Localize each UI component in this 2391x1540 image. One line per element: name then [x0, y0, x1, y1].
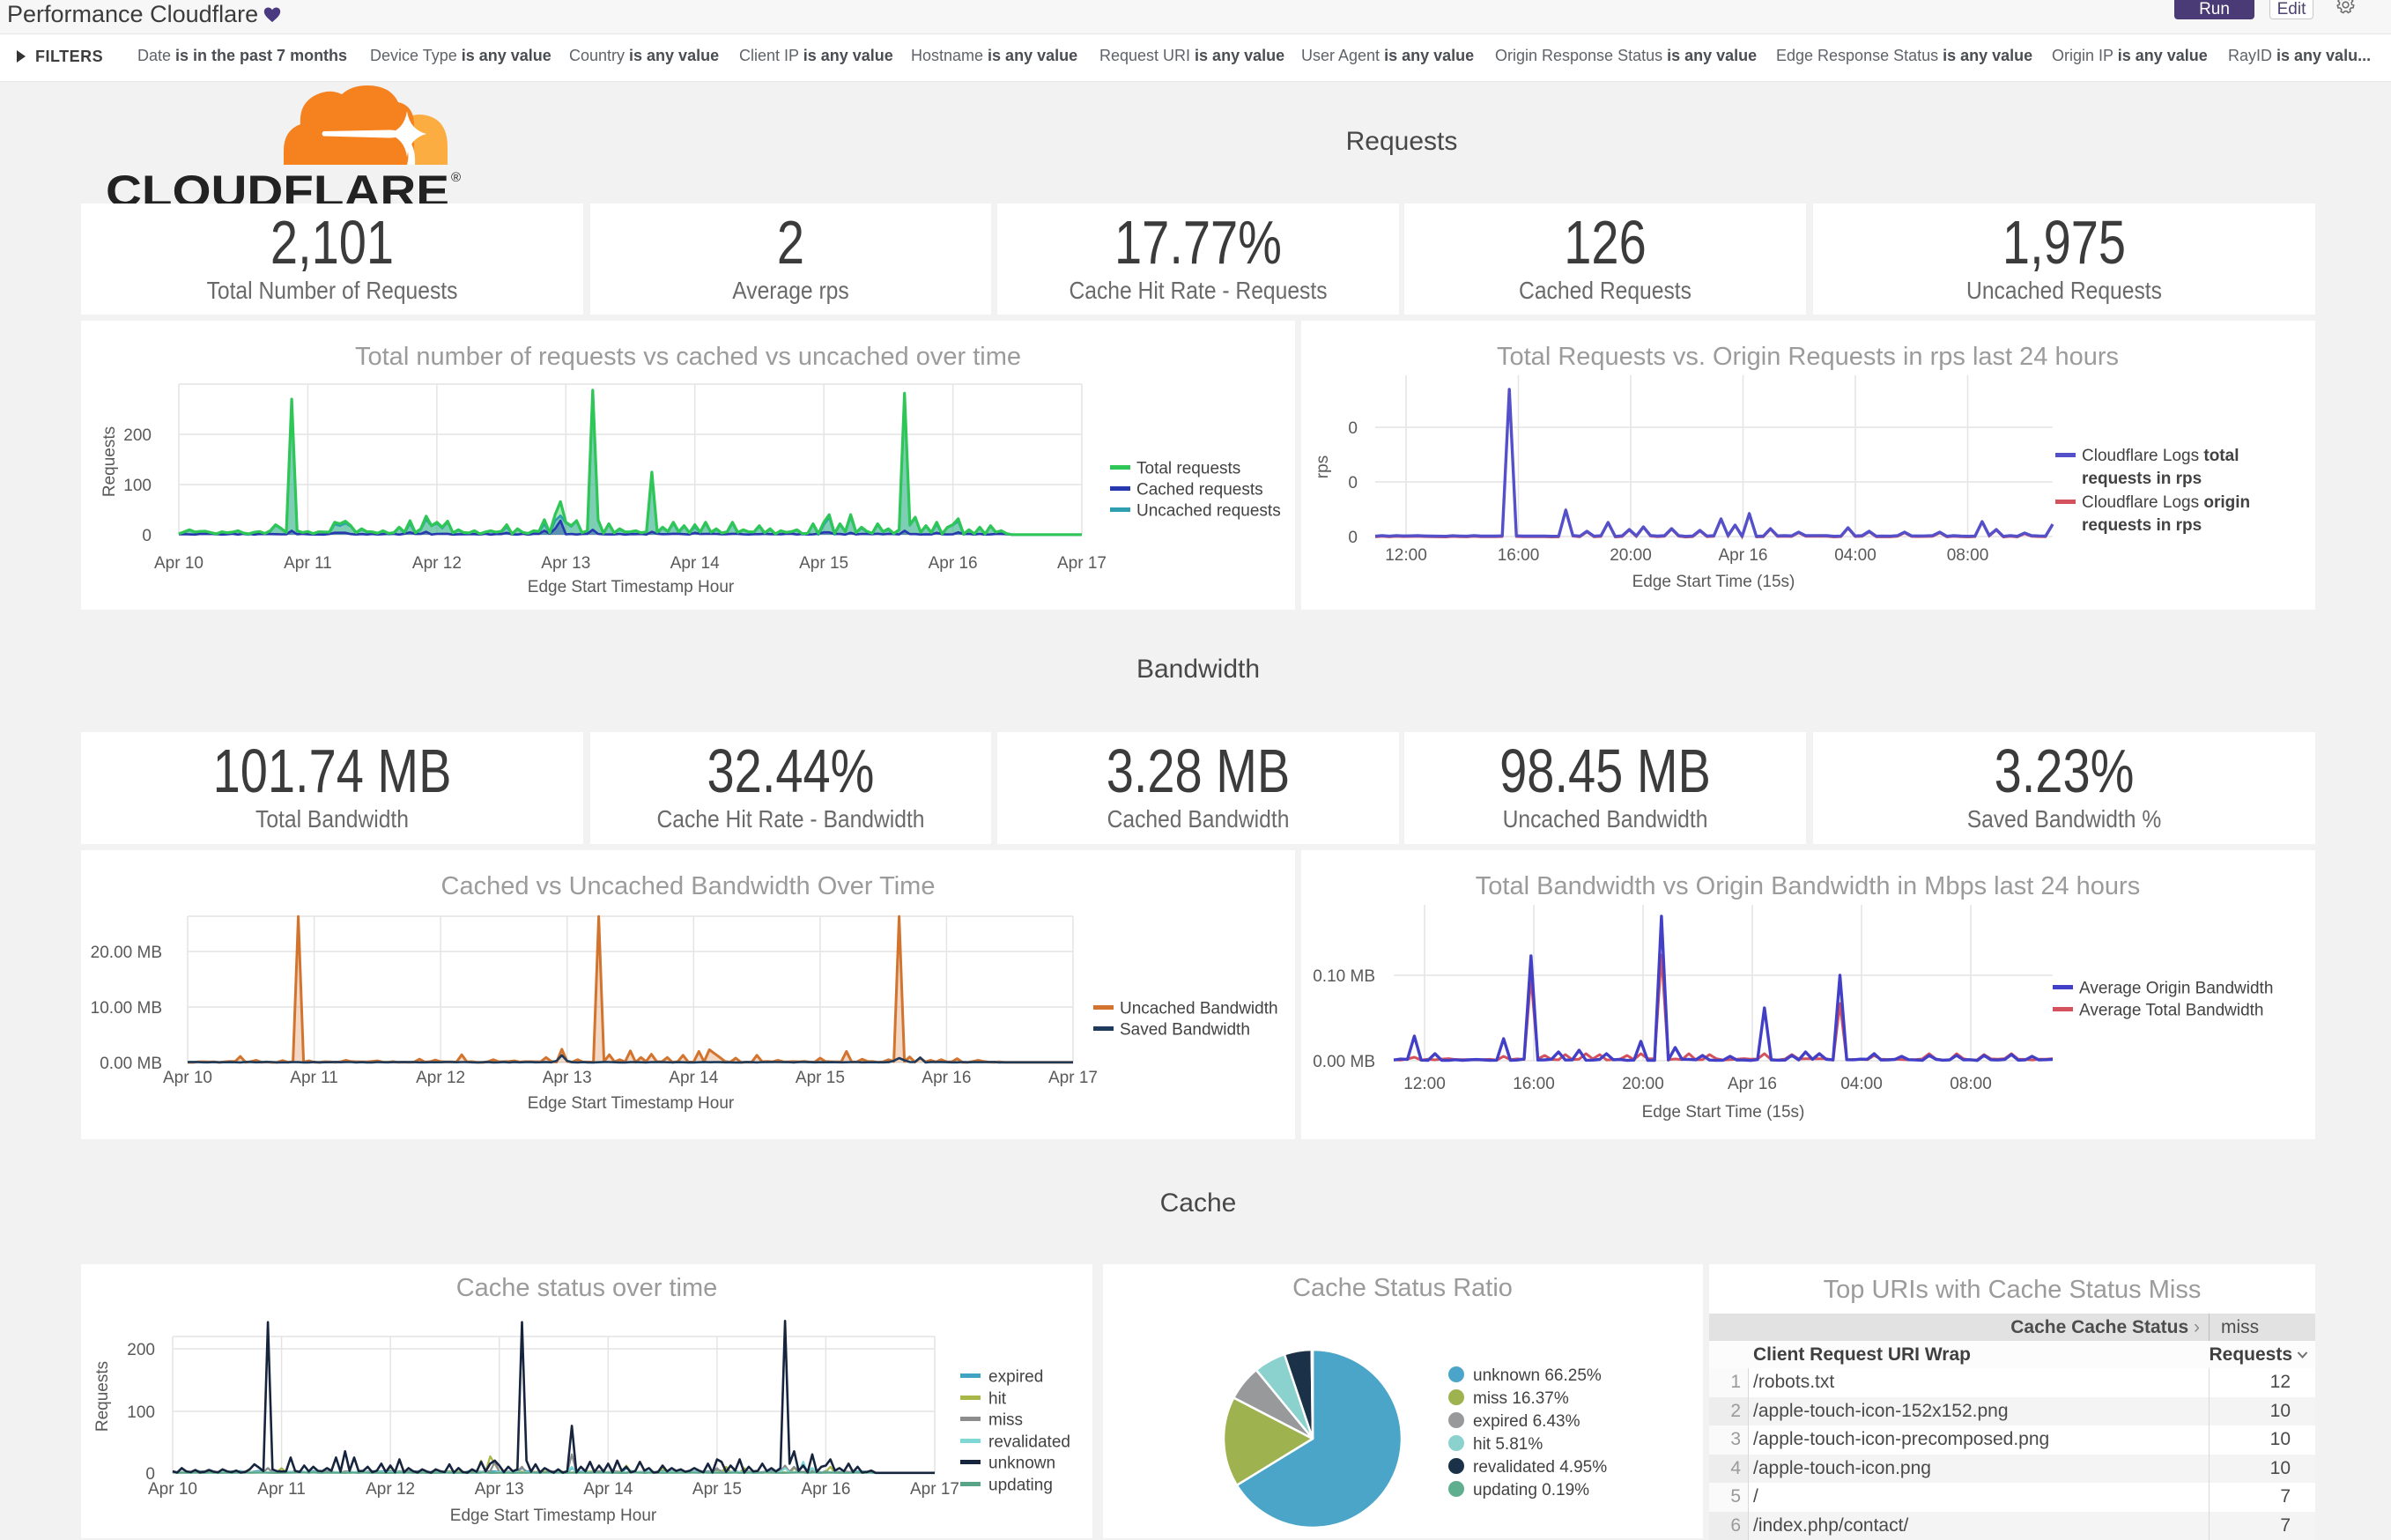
svg-text:Apr 16: Apr 16	[929, 554, 978, 573]
svg-text:Edge Start Timestamp Hour: Edge Start Timestamp Hour	[528, 1094, 735, 1113]
svg-text:Edge Start Time (15s): Edge Start Time (15s)	[1632, 573, 1795, 591]
svg-text:Total number of requests vs ca: Total number of requests vs cached vs un…	[355, 343, 1021, 371]
svg-text:12:00: 12:00	[1385, 546, 1427, 565]
svg-text:Total Requests vs. Origin Requ: Total Requests vs. Origin Requests in rp…	[1497, 343, 2119, 371]
svg-text:200: 200	[123, 426, 152, 445]
svg-text:Total requests: Total requests	[1136, 460, 1240, 478]
svg-text:requests in rps: requests in rps	[2082, 516, 2202, 535]
svg-text:hit 5.81%: hit 5.81%	[1473, 1435, 1543, 1454]
svg-text:Apr 16: Apr 16	[1728, 1075, 1777, 1093]
svg-text:Cloudflare Logs origin: Cloudflare Logs origin	[2082, 493, 2250, 512]
svg-text:Apr 16: Apr 16	[801, 1480, 850, 1499]
svg-text:Apr 15: Apr 15	[692, 1480, 742, 1499]
svg-text:®: ®	[451, 170, 461, 185]
svg-text:Apr 16: Apr 16	[922, 1069, 971, 1087]
svg-text:0: 0	[1348, 474, 1358, 492]
svg-text:requests in rps: requests in rps	[2082, 470, 2202, 488]
svg-text:Apr 10: Apr 10	[148, 1480, 197, 1499]
svg-text:Apr 15: Apr 15	[796, 1069, 845, 1087]
svg-text:Apr 10: Apr 10	[154, 554, 204, 573]
svg-text:0: 0	[145, 1465, 155, 1484]
svg-text:Average Total Bandwidth: Average Total Bandwidth	[2079, 1002, 2264, 1020]
svg-text:Apr 15: Apr 15	[799, 554, 848, 573]
svg-text:Apr 14: Apr 14	[583, 1480, 633, 1499]
svg-text:Apr 11: Apr 11	[290, 1069, 338, 1087]
svg-text:expired: expired	[988, 1368, 1043, 1387]
svg-text:unknown: unknown	[988, 1455, 1055, 1473]
svg-text:10.00 MB: 10.00 MB	[91, 999, 162, 1018]
svg-text:revalidated 4.95%: revalidated 4.95%	[1473, 1458, 1607, 1477]
svg-text:08:00: 08:00	[1950, 1075, 1992, 1093]
svg-text:miss: miss	[988, 1411, 1023, 1430]
svg-text:revalidated: revalidated	[988, 1433, 1070, 1452]
svg-text:Uncached requests: Uncached requests	[1136, 502, 1281, 521]
svg-text:Apr 12: Apr 12	[366, 1480, 415, 1499]
svg-text:Apr 13: Apr 13	[541, 554, 590, 573]
svg-text:Cache Status Ratio: Cache Status Ratio	[1292, 1274, 1513, 1302]
svg-text:0.00 MB: 0.00 MB	[1313, 1053, 1375, 1071]
svg-text:updating 0.19%: updating 0.19%	[1473, 1481, 1589, 1499]
svg-text:Apr 17: Apr 17	[1057, 554, 1107, 573]
svg-text:0.10 MB: 0.10 MB	[1313, 967, 1375, 986]
svg-text:CLOUDFLARE: CLOUDFLARE	[106, 167, 449, 207]
svg-text:Edge Start Time (15s): Edge Start Time (15s)	[1642, 1103, 1805, 1122]
svg-text:Edge Start Timestamp Hour: Edge Start Timestamp Hour	[528, 578, 735, 596]
svg-text:hit: hit	[988, 1390, 1007, 1409]
svg-text:Edge Start Timestamp Hour: Edge Start Timestamp Hour	[450, 1507, 657, 1525]
svg-text:20:00: 20:00	[1610, 546, 1652, 565]
svg-text:Requests: Requests	[93, 1361, 112, 1432]
svg-text:04:00: 04:00	[1840, 1075, 1883, 1093]
svg-text:0: 0	[1348, 419, 1358, 438]
svg-text:Apr 10: Apr 10	[163, 1069, 212, 1087]
svg-text:Apr 11: Apr 11	[284, 554, 332, 573]
svg-text:Apr 12: Apr 12	[412, 554, 462, 573]
svg-text:Apr 17: Apr 17	[910, 1480, 959, 1499]
svg-text:16:00: 16:00	[1513, 1075, 1555, 1093]
svg-text:0: 0	[142, 527, 152, 545]
svg-text:08:00: 08:00	[1947, 546, 1989, 565]
svg-text:0: 0	[1348, 529, 1358, 547]
svg-text:Saved Bandwidth: Saved Bandwidth	[1120, 1021, 1250, 1040]
svg-text:Apr 14: Apr 14	[670, 554, 720, 573]
svg-text:100: 100	[127, 1403, 155, 1422]
svg-text:Apr 11: Apr 11	[257, 1480, 306, 1499]
svg-text:Apr 13: Apr 13	[475, 1480, 524, 1499]
svg-text:Cached requests: Cached requests	[1136, 481, 1263, 500]
svg-text:miss 16.37%: miss 16.37%	[1473, 1389, 1569, 1408]
svg-text:expired 6.43%: expired 6.43%	[1473, 1412, 1580, 1431]
svg-text:200: 200	[127, 1341, 155, 1359]
svg-text:04:00: 04:00	[1834, 546, 1877, 565]
svg-text:Average Origin Bandwidth: Average Origin Bandwidth	[2079, 980, 2273, 998]
svg-text:20.00 MB: 20.00 MB	[91, 944, 162, 962]
svg-text:Apr 14: Apr 14	[669, 1069, 718, 1087]
svg-text:Apr 13: Apr 13	[543, 1069, 592, 1087]
svg-text:Cloudflare Logs total: Cloudflare Logs total	[2082, 447, 2239, 465]
svg-text:Cache status over time: Cache status over time	[456, 1274, 718, 1302]
svg-text:Requests: Requests	[100, 426, 119, 497]
svg-text:0.00 MB: 0.00 MB	[100, 1055, 162, 1073]
svg-text:20:00: 20:00	[1622, 1075, 1664, 1093]
svg-text:updating: updating	[988, 1477, 1053, 1495]
svg-text:16:00: 16:00	[1498, 546, 1540, 565]
svg-text:rps: rps	[1314, 455, 1332, 478]
svg-text:Apr 16: Apr 16	[1719, 546, 1768, 565]
svg-text:100: 100	[123, 477, 152, 495]
svg-text:unknown 66.25%: unknown 66.25%	[1473, 1366, 1602, 1385]
svg-text:Apr 17: Apr 17	[1048, 1069, 1098, 1087]
svg-text:Total Bandwidth vs Origin Band: Total Bandwidth vs Origin Bandwidth in M…	[1476, 872, 2140, 900]
svg-text:Uncached Bandwidth: Uncached Bandwidth	[1120, 1000, 1278, 1018]
svg-text:12:00: 12:00	[1403, 1075, 1446, 1093]
svg-text:Cached vs Uncached Bandwidth O: Cached vs Uncached Bandwidth Over Time	[441, 872, 936, 900]
svg-text:Apr 12: Apr 12	[416, 1069, 465, 1087]
